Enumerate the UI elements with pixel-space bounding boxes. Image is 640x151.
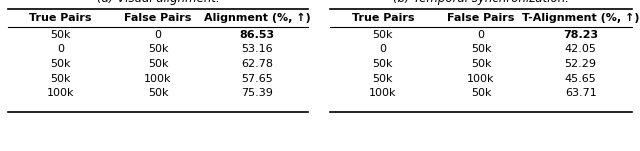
Text: True Pairs: True Pairs bbox=[29, 13, 92, 23]
Text: 53.16: 53.16 bbox=[241, 45, 273, 55]
Text: (a) Visual alignment.: (a) Visual alignment. bbox=[97, 0, 220, 5]
Text: 50k: 50k bbox=[471, 88, 492, 98]
Text: 52.29: 52.29 bbox=[564, 59, 596, 69]
Text: 50k: 50k bbox=[51, 30, 71, 40]
Text: 100k: 100k bbox=[47, 88, 74, 98]
Text: 0: 0 bbox=[57, 45, 64, 55]
Text: 57.65: 57.65 bbox=[241, 74, 273, 84]
Text: 75.39: 75.39 bbox=[241, 88, 273, 98]
Text: 50k: 50k bbox=[372, 74, 393, 84]
Text: 50k: 50k bbox=[51, 59, 71, 69]
Text: (b) Temporal synchronization.: (b) Temporal synchronization. bbox=[393, 0, 569, 5]
Text: False Pairs: False Pairs bbox=[447, 13, 515, 23]
Text: T-Alignment (%, ↑): T-Alignment (%, ↑) bbox=[522, 13, 639, 23]
Text: 50k: 50k bbox=[372, 59, 393, 69]
Text: True Pairs: True Pairs bbox=[351, 13, 414, 23]
Text: 50k: 50k bbox=[471, 45, 492, 55]
Text: 86.53: 86.53 bbox=[239, 30, 275, 40]
Text: 100k: 100k bbox=[144, 74, 172, 84]
Text: 62.78: 62.78 bbox=[241, 59, 273, 69]
Text: 78.23: 78.23 bbox=[563, 30, 598, 40]
Text: 63.71: 63.71 bbox=[564, 88, 596, 98]
Text: 100k: 100k bbox=[467, 74, 495, 84]
Text: 0: 0 bbox=[380, 45, 387, 55]
Text: 50k: 50k bbox=[372, 30, 393, 40]
Text: 0: 0 bbox=[477, 30, 484, 40]
Text: 100k: 100k bbox=[369, 88, 397, 98]
Text: 50k: 50k bbox=[471, 59, 492, 69]
Text: 45.65: 45.65 bbox=[564, 74, 596, 84]
Text: 50k: 50k bbox=[148, 45, 168, 55]
Text: 0: 0 bbox=[154, 30, 161, 40]
Text: 50k: 50k bbox=[148, 59, 168, 69]
Text: False Pairs: False Pairs bbox=[124, 13, 192, 23]
Text: 42.05: 42.05 bbox=[564, 45, 596, 55]
Text: 50k: 50k bbox=[148, 88, 168, 98]
Text: 50k: 50k bbox=[51, 74, 71, 84]
Text: Alignment (%, ↑): Alignment (%, ↑) bbox=[204, 13, 310, 23]
